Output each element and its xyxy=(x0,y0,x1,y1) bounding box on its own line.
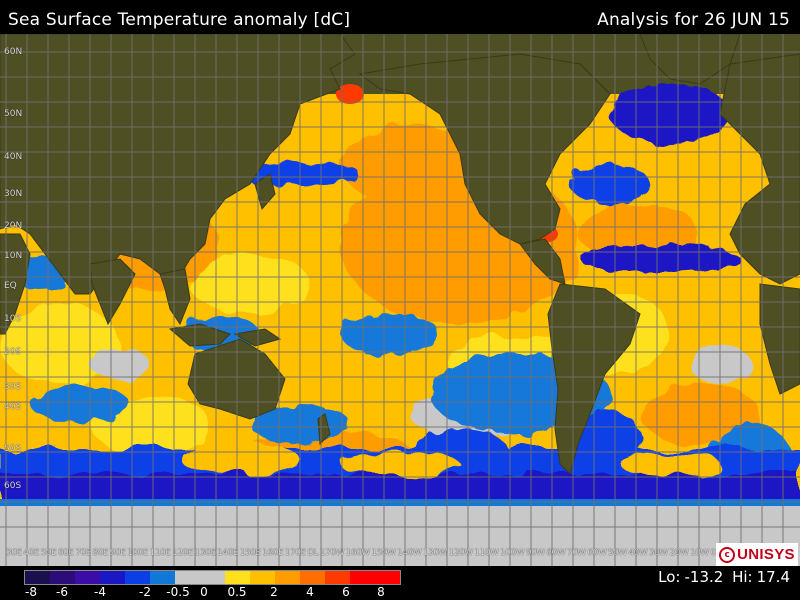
lon-label: 50E xyxy=(40,548,57,558)
swatch-1 xyxy=(25,571,50,584)
scale-labels: -8 -6 -4 -2 -0.5 0 0.5 2 4 6 8 xyxy=(18,585,398,599)
lon-label: 160E xyxy=(262,548,284,558)
scale-tick: 6 xyxy=(342,585,350,599)
lon-label: 10W xyxy=(689,548,709,558)
lon-label: 30W xyxy=(648,548,668,558)
scale-tick: 0 xyxy=(200,585,208,599)
lo-label: Lo: xyxy=(658,568,681,586)
lon-label: 160W xyxy=(345,548,371,558)
lon-label: 140E xyxy=(217,548,239,558)
lo-value: -13.2 xyxy=(684,568,724,586)
swatch-4 xyxy=(100,571,125,584)
lat-label-40n: 40N xyxy=(4,152,23,162)
sst-map-canvas xyxy=(0,34,800,566)
indochina-landmass xyxy=(159,268,191,326)
logo-text: UNISYS xyxy=(737,546,795,563)
lat-label-50s: 50S xyxy=(4,444,22,454)
swatch-15 xyxy=(375,571,400,584)
swatch-13 xyxy=(325,571,350,584)
lon-label: 30E xyxy=(6,548,22,558)
swatch-14 xyxy=(350,571,375,584)
africa-east-edge xyxy=(0,233,31,335)
lon-label: 20W xyxy=(669,548,689,558)
analysis-date: Analysis for 26 JUN 15 xyxy=(597,10,790,30)
swatch-10 xyxy=(250,571,275,584)
lon-label: 150W xyxy=(371,548,396,558)
lon-label: 110E xyxy=(149,548,171,558)
swatch-2 xyxy=(50,571,75,584)
unisys-logo: c UNISYS xyxy=(716,543,798,566)
lon-label: 40W xyxy=(628,548,648,558)
lon-label: 40E xyxy=(23,548,39,558)
swatch-8 xyxy=(200,571,225,584)
lon-label: 170W xyxy=(319,548,345,558)
hi-value: 17.4 xyxy=(756,568,790,586)
lat-label-10n: 10N xyxy=(4,251,23,261)
lon-label: 150E xyxy=(239,548,261,558)
lon-label: 130E xyxy=(194,548,216,558)
lon-label: 0 xyxy=(710,548,716,558)
copyright-icon: c xyxy=(719,546,736,563)
lon-label: 120E xyxy=(172,548,194,558)
lat-label-eq: EQ xyxy=(4,281,17,291)
lon-label: 90W xyxy=(525,548,545,558)
scale-tick: 4 xyxy=(306,585,314,599)
lon-label: 140W xyxy=(397,548,422,558)
lon-label: 60W xyxy=(587,548,607,558)
lat-label-20n: 20N xyxy=(4,221,23,231)
lon-label: 80E xyxy=(92,548,109,558)
lon-label: 170E xyxy=(284,548,306,558)
lat-label-20s: 20S xyxy=(4,347,22,357)
africa-southern-landmass xyxy=(759,283,800,395)
lat-lon-grid xyxy=(0,34,800,566)
swatch-7 xyxy=(175,571,200,584)
lat-label-40s: 40S xyxy=(4,402,22,412)
swatch-11 xyxy=(275,571,300,584)
longitude-labels: 30E 40E 50E 60E 70E 80E 90E 100E 110E 12… xyxy=(6,546,716,560)
color-scale xyxy=(24,570,401,585)
lat-label-60s: 60S xyxy=(4,481,22,491)
scale-tick: -4 xyxy=(94,585,106,599)
swatch-6 xyxy=(150,571,175,584)
swatch-12 xyxy=(300,571,325,584)
swatch-5 xyxy=(125,571,150,584)
lo-hi-stats: Lo: -13.2 Hi: 17.4 xyxy=(654,568,790,586)
lon-label: 60E xyxy=(57,548,74,558)
scale-tick: -6 xyxy=(56,585,68,599)
swatch-3 xyxy=(75,571,100,584)
lon-label: 80W xyxy=(546,548,566,558)
scale-tick: -2 xyxy=(139,585,151,599)
india-landmass xyxy=(89,258,136,326)
map-title: Sea Surface Temperature anomaly [dC] xyxy=(8,10,351,30)
lat-label-10s: 10S xyxy=(4,314,22,324)
sst-map: 60N 50N 40N 30N 20N 10N EQ 10S 20S 30S 4… xyxy=(0,34,800,566)
scale-tick: -0.5 xyxy=(166,585,190,599)
lon-label: 70W xyxy=(566,548,586,558)
greenland-landmass xyxy=(639,34,741,85)
lon-label: DL xyxy=(307,548,319,558)
scale-tick: 8 xyxy=(377,585,385,599)
swatch-9 xyxy=(225,571,250,584)
scale-tick: 0.5 xyxy=(227,585,247,599)
hi-label: Hi: xyxy=(732,568,753,586)
lat-label-50n: 50N xyxy=(4,109,23,119)
lon-label: 50W xyxy=(607,548,627,558)
lat-label-30n: 30N xyxy=(4,189,23,199)
scale-tick: -8 xyxy=(25,585,37,599)
ocean-anomaly-field xyxy=(0,84,800,566)
lat-label-30s: 30S xyxy=(4,382,22,392)
lat-label-60n: 60N xyxy=(4,47,23,57)
scale-tick: 2 xyxy=(270,585,278,599)
lon-label: 100E xyxy=(127,548,148,558)
header-bar: Sea Surface Temperature anomaly [dC] Ana… xyxy=(0,0,800,34)
lon-label: 90E xyxy=(109,548,126,558)
antarctica-region xyxy=(0,529,800,566)
lon-label: 130W xyxy=(422,548,448,558)
legend-bar: -8 -6 -4 -2 -0.5 0 0.5 2 4 6 8 Lo: -13.2 … xyxy=(0,566,800,600)
lon-label: 110W xyxy=(474,548,499,558)
lon-label: 100W xyxy=(500,548,525,558)
lon-label: 70E xyxy=(75,548,91,558)
lon-label: 120W xyxy=(448,548,474,558)
